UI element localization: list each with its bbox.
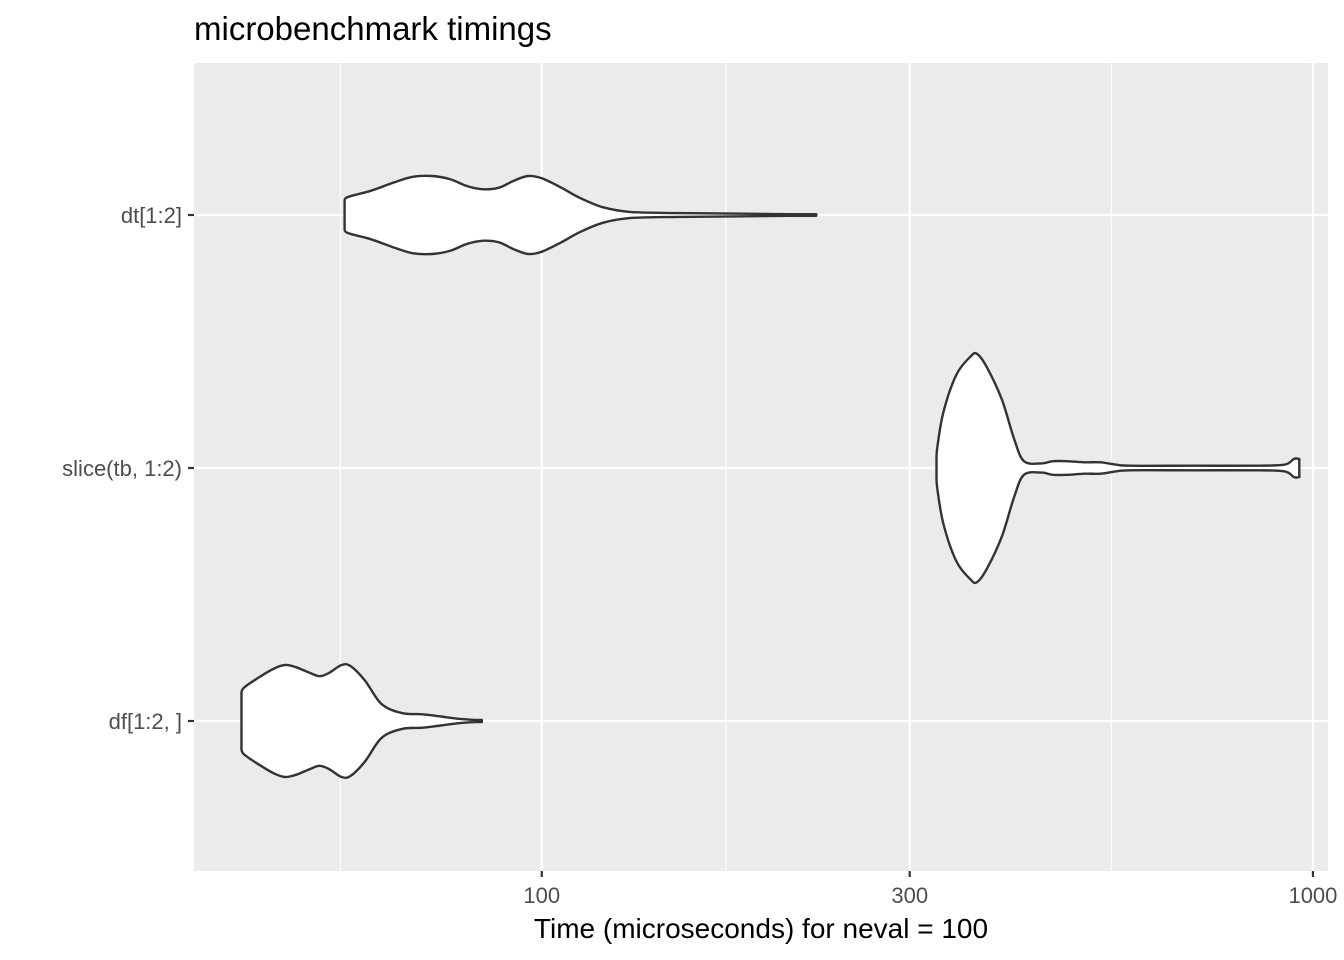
x-tick-label: 100 [523,883,560,908]
x-tick-label: 1000 [1288,883,1337,908]
x-tick-label: 300 [891,883,928,908]
violin-1 [343,174,818,256]
axis-layer: 100 300 1000 dt[1:2] slice(tb, 1:2) df[1:2, ] [62,203,1337,908]
y-tick-label: slice(tb, 1:2) [62,456,182,481]
violin-layer [240,174,1301,780]
violin-2 [935,351,1301,585]
x-axis-title: Time (microseconds) for neval = 100 [534,913,988,944]
y-tick-label: dt[1:2] [121,203,182,228]
violin-3 [240,662,483,780]
chart-title: microbenchmark timings [194,10,552,47]
y-tick-label: df[1:2, ] [109,709,182,734]
